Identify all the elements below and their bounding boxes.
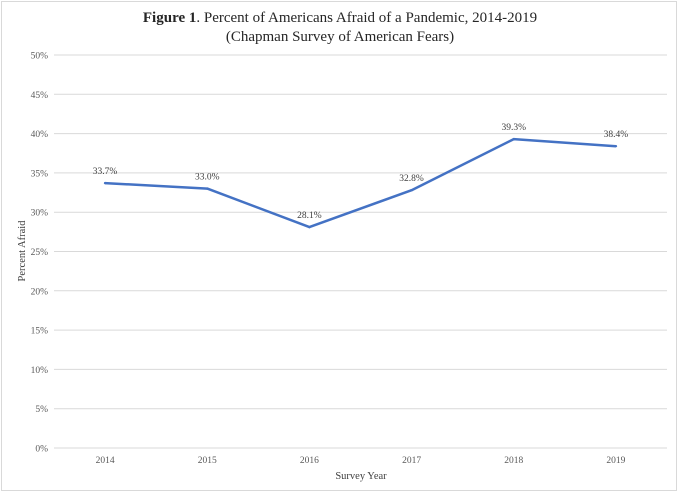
y-tick-label: 10% [31, 366, 49, 376]
y-tick-label: 15% [31, 327, 49, 337]
data-label: 38.4% [604, 130, 629, 140]
y-axis-label: Percent Afraid [17, 220, 28, 282]
x-tick-label: 2018 [504, 456, 523, 466]
gridlines [54, 54, 667, 449]
y-tick-label: 35% [31, 169, 49, 179]
x-axis-ticks: 2014 2015 2016 2017 2018 2019 [96, 456, 626, 466]
x-tick-label: 2015 [198, 456, 217, 466]
data-labels: 33.7% 33.0% 28.1% 32.8% 39.3% 38.4% [93, 123, 628, 221]
data-point [512, 137, 515, 141]
y-tick-label: 45% [31, 91, 49, 101]
x-tick-label: 2017 [402, 456, 421, 466]
y-axis-ticks: 0% 5% 10% 15% 20% 25% 30% 35% 40% 45% 50% [31, 52, 49, 455]
x-tick-label: 2014 [96, 456, 115, 466]
data-point [308, 225, 311, 229]
chart-title: Figure 1. Percent of Americans Afraid of… [0, 9, 680, 47]
data-point [410, 188, 413, 192]
series-line [105, 137, 616, 229]
title-text: . Percent of Americans Afraid of a Pande… [196, 10, 538, 26]
y-tick-label: 25% [31, 248, 49, 258]
y-tick-label: 30% [31, 209, 49, 219]
chart-subtitle: (Chapman Survey of American Fears) [225, 29, 455, 45]
data-label: 33.0% [195, 173, 220, 183]
y-tick-label: 50% [31, 52, 49, 62]
data-point [614, 144, 618, 148]
series-line-group [103, 137, 618, 229]
y-tick-label: 20% [31, 287, 49, 297]
x-tick-label: 2019 [606, 456, 625, 466]
y-tick-label: 0% [35, 445, 48, 455]
data-label: 33.7% [93, 167, 118, 177]
x-axis-label: Survey Year [335, 471, 387, 482]
x-tick-label: 2016 [300, 456, 319, 466]
y-tick-label: 40% [31, 130, 49, 140]
data-point [206, 187, 209, 190]
y-tick-label: 5% [35, 405, 48, 415]
data-label: 32.8% [399, 174, 424, 184]
data-label: 28.1% [297, 211, 322, 221]
title-figure-label: Figure 1 [142, 10, 197, 26]
data-label: 39.3% [501, 123, 526, 133]
data-point [103, 181, 107, 185]
